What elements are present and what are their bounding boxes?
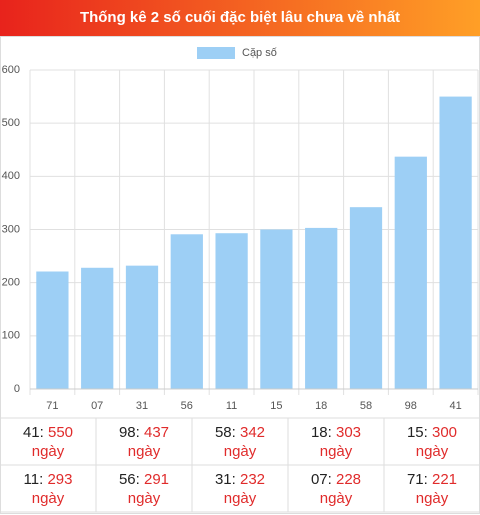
count-value: 437 [144, 424, 169, 441]
summary-pair: 11: 293 [24, 471, 73, 488]
bar [215, 233, 248, 389]
separator: : [424, 471, 432, 488]
summary-pair: 71: 221 [407, 471, 457, 488]
x-tick-label: 98 [405, 400, 417, 412]
x-tick-label: 56 [181, 400, 193, 412]
summary-pair: 56: 291 [119, 471, 169, 488]
pair-number: 41 [23, 424, 40, 441]
unit-label: ngày [128, 490, 161, 507]
separator: : [40, 424, 48, 441]
pair-number: 31 [215, 471, 232, 488]
x-tick-label: 31 [136, 400, 148, 412]
header [0, 0, 480, 36]
bar [439, 96, 472, 389]
x-tick-label: 18 [315, 400, 327, 412]
separator: : [328, 424, 336, 441]
pair-number: 56 [119, 471, 136, 488]
summary-pair: 98: 437 [119, 424, 169, 441]
pair-number: 07 [311, 471, 328, 488]
x-tick-label: 15 [270, 400, 282, 412]
separator: : [232, 424, 240, 441]
legend-swatch [197, 47, 235, 59]
y-tick-label: 200 [2, 277, 20, 289]
count-value: 293 [47, 471, 72, 488]
pair-number: 98 [119, 424, 136, 441]
count-value: 221 [432, 471, 457, 488]
count-value: 303 [336, 424, 361, 441]
x-tick-label: 71 [46, 400, 58, 412]
unit-label: ngày [224, 443, 257, 460]
x-tick-label: 58 [360, 400, 372, 412]
x-tick-label: 41 [449, 400, 461, 412]
unit-label: ngày [416, 490, 449, 507]
count-value: 342 [240, 424, 265, 441]
pair-number: 71 [407, 471, 424, 488]
bar [394, 156, 427, 389]
count-value: 228 [336, 471, 361, 488]
count-value: 550 [48, 424, 73, 441]
count-value: 291 [144, 471, 169, 488]
summary-pair: 07: 228 [311, 471, 361, 488]
chart-title: Thống kê 2 số cuối đặc biệt lâu chưa về … [80, 9, 400, 26]
separator: : [136, 424, 144, 441]
pair-number: 11 [24, 471, 40, 488]
bar [125, 265, 159, 389]
count-value: 300 [432, 424, 457, 441]
unit-label: ngày [320, 490, 353, 507]
summary-pair: 18: 303 [311, 424, 361, 441]
bar [349, 207, 383, 389]
unit-label: ngày [224, 490, 257, 507]
separator: : [424, 424, 432, 441]
pair-number: 58 [215, 424, 232, 441]
unit-label: ngày [416, 443, 449, 460]
x-tick-label: 11 [226, 400, 237, 412]
bar [170, 234, 203, 389]
separator: : [232, 471, 240, 488]
y-tick-label: 300 [2, 223, 20, 235]
unit-label: ngày [32, 443, 65, 460]
unit-label: ngày [320, 443, 353, 460]
y-tick-label: 0 [14, 383, 20, 395]
unit-label: ngày [128, 443, 161, 460]
summary-pair: 58: 342 [215, 424, 265, 441]
summary-pair: 41: 550 [23, 424, 73, 441]
y-tick-label: 400 [2, 170, 20, 182]
y-tick-label: 600 [2, 64, 20, 76]
summary-pair: 31: 232 [215, 471, 265, 488]
pair-number: 18 [311, 424, 328, 441]
bar [81, 267, 114, 389]
bar [36, 271, 69, 389]
separator: : [136, 471, 144, 488]
legend-label: Cặp số [242, 47, 277, 59]
y-tick-label: 100 [2, 330, 20, 342]
separator: : [328, 471, 336, 488]
separator: : [39, 471, 47, 488]
count-value: 232 [240, 471, 265, 488]
x-tick-label: 07 [91, 400, 103, 412]
y-tick-label: 500 [2, 117, 20, 129]
summary-pair: 15: 300 [407, 424, 457, 441]
unit-label: ngày [32, 490, 65, 507]
bar [260, 229, 293, 389]
bar [305, 227, 338, 389]
pair-number: 15 [407, 424, 424, 441]
